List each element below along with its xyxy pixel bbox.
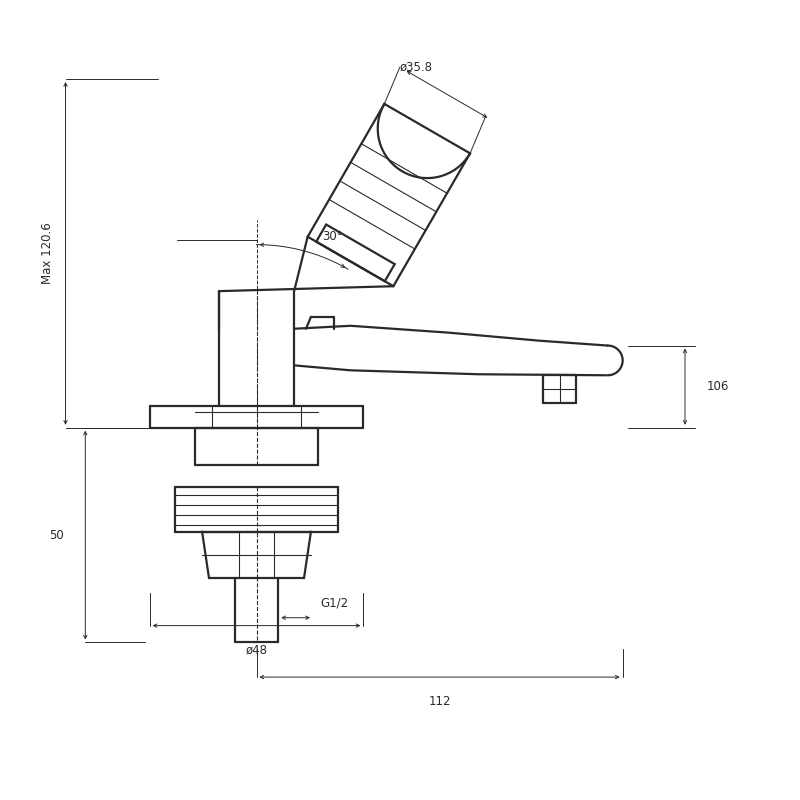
Text: ø48: ø48: [246, 643, 267, 657]
Text: 106: 106: [706, 380, 729, 393]
Text: ø35.8: ø35.8: [400, 61, 433, 74]
Text: 112: 112: [428, 695, 451, 708]
Text: 50: 50: [49, 529, 63, 542]
Text: 30°: 30°: [322, 230, 343, 243]
Text: G1/2: G1/2: [321, 597, 349, 610]
Text: Max 120.6: Max 120.6: [42, 222, 54, 284]
